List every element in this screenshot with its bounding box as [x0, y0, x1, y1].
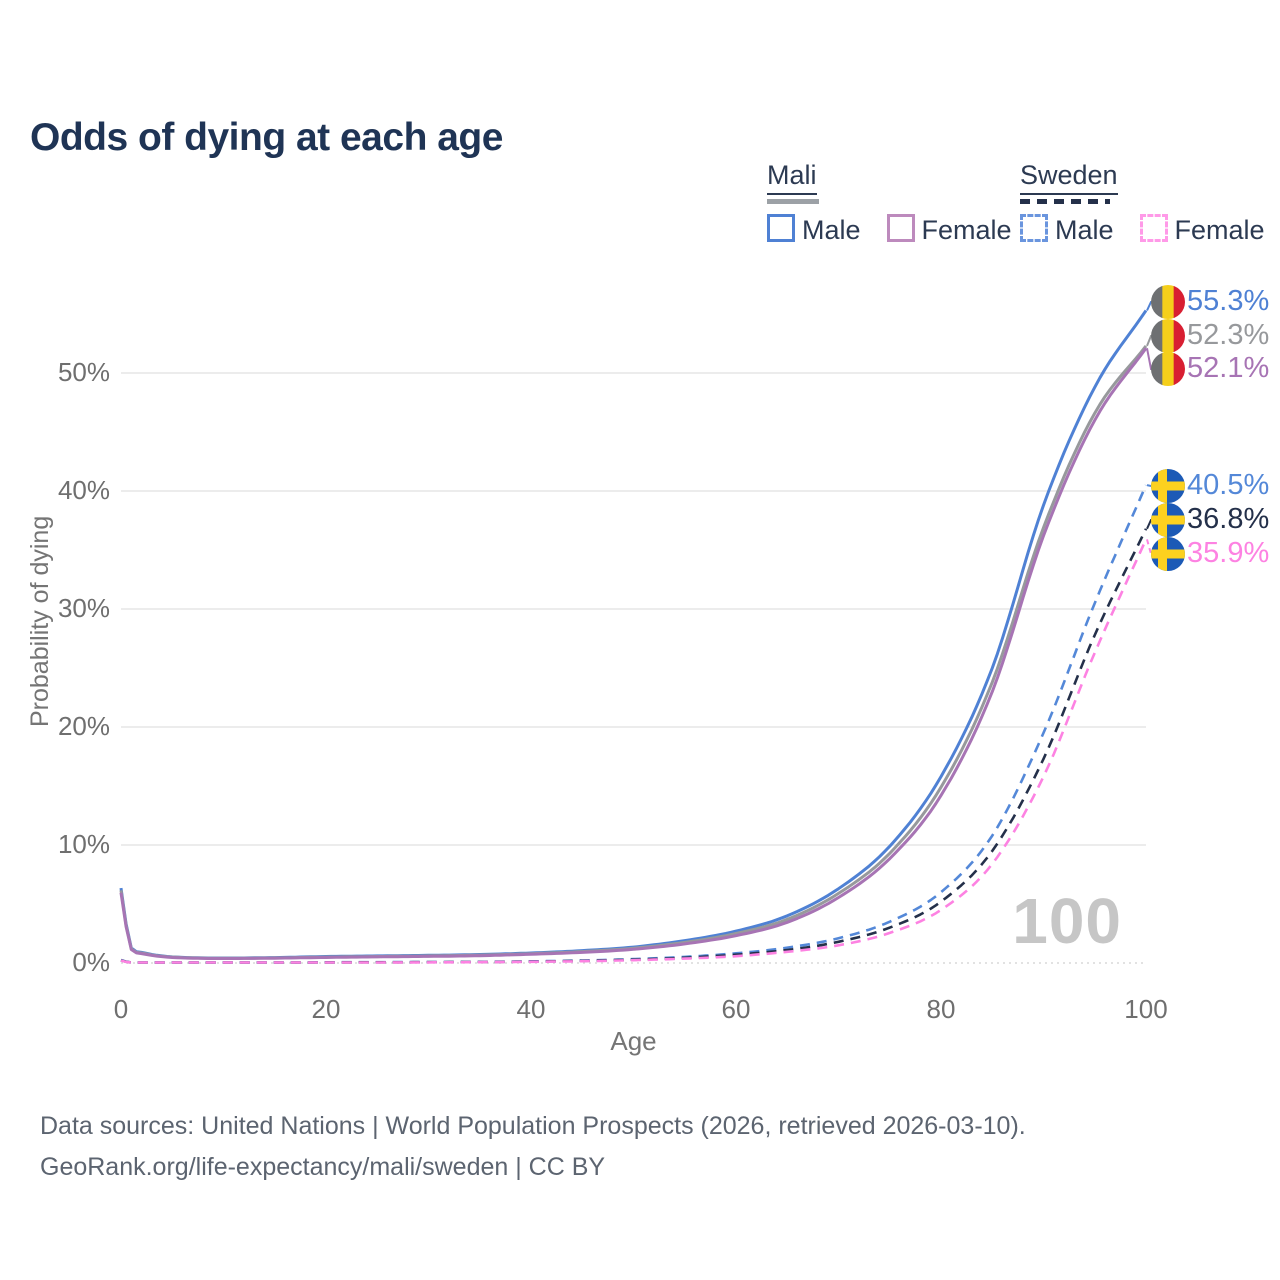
- legend-group-mali: Mali Male Female: [767, 160, 1038, 246]
- legend-item-mali-male[interactable]: Male: [767, 214, 861, 246]
- flag-icon-sweden: [1151, 469, 1185, 503]
- legend-linestyle-swatch-sweden: [1020, 199, 1110, 204]
- end-label-sweden-male: 40.5%: [1187, 469, 1270, 501]
- y-tick-label-50%: 50%: [57, 357, 110, 387]
- end-label-mali-total: 52.3%: [1187, 319, 1270, 351]
- flag-icon-sweden: [1151, 503, 1185, 537]
- legend-swatch-icon: [767, 214, 795, 242]
- flag-icon-mali: [1151, 352, 1185, 386]
- legend-linestyle-swatch-mali: [767, 199, 819, 204]
- legend-swatch-icon: [886, 214, 915, 242]
- x-tick-label-60: 60: [721, 994, 751, 1024]
- series-line-mali-female: [119, 347, 1148, 960]
- x-tick-label-0: 0: [113, 994, 129, 1024]
- x-tick-label-80: 80: [926, 994, 956, 1024]
- legend-item-label: Female: [1174, 215, 1265, 245]
- flag-icon-sweden: [1151, 537, 1185, 571]
- end-label-sweden-female: 35.9%: [1187, 537, 1270, 569]
- y-tick-label-30%: 30%: [57, 593, 110, 623]
- footer-attribution: GeoRank.org/life-expectancy/mali/sweden …: [40, 1153, 606, 1181]
- x-tick-label-100: 100: [1124, 994, 1168, 1024]
- flag-icon-mali: [1151, 285, 1185, 319]
- legend-item-mali-female[interactable]: Female: [886, 214, 1012, 246]
- legend-swatch-icon: [1020, 214, 1048, 242]
- legend-group-sweden: Sweden Male Female: [1020, 160, 1280, 246]
- legend-item-sweden-male[interactable]: Male: [1020, 214, 1114, 246]
- legend-items-row: Male Female: [767, 214, 1038, 246]
- y-tick-label-40%: 40%: [57, 475, 110, 505]
- series-line-mali-total: [119, 344, 1148, 960]
- legend-swatch-icon: [1139, 214, 1168, 242]
- legend-item-sweden-female[interactable]: Female: [1139, 214, 1265, 246]
- legend-item-label: Female: [921, 215, 1012, 245]
- page-title: Odds of dying at each age: [30, 116, 503, 160]
- series-line-sweden-female: [120, 538, 1148, 964]
- series-line-mali-male: [119, 309, 1148, 960]
- flag-icon-mali: [1151, 319, 1185, 353]
- legend-item-label: Male: [802, 215, 861, 245]
- x-axis-title: Age: [610, 1026, 657, 1056]
- legend-items-row: Male Female: [1020, 214, 1280, 246]
- legend-item-label: Male: [1055, 215, 1114, 245]
- y-tick-label-10%: 10%: [57, 829, 110, 859]
- legend-country-label-mali: Mali: [767, 160, 817, 195]
- end-label-mali-male: 55.3%: [1187, 285, 1270, 317]
- x-tick-label-40: 40: [516, 994, 546, 1024]
- y-tick-label-20%: 20%: [57, 711, 110, 741]
- watermark-age-100: 100: [1012, 885, 1122, 957]
- x-tick-label-20: 20: [311, 994, 341, 1024]
- legend-country-label-sweden: Sweden: [1020, 160, 1118, 195]
- footer: Data sources: United Nations | World Pop…: [40, 1106, 1026, 1188]
- footer-data-sources: Data sources: United Nations | World Pop…: [40, 1112, 1026, 1140]
- end-label-sweden-total: 36.8%: [1187, 503, 1270, 535]
- y-axis-title: Probability of dying: [26, 515, 54, 727]
- y-tick-label-0%: 0%: [72, 947, 110, 977]
- end-label-mali-female: 52.1%: [1187, 352, 1270, 384]
